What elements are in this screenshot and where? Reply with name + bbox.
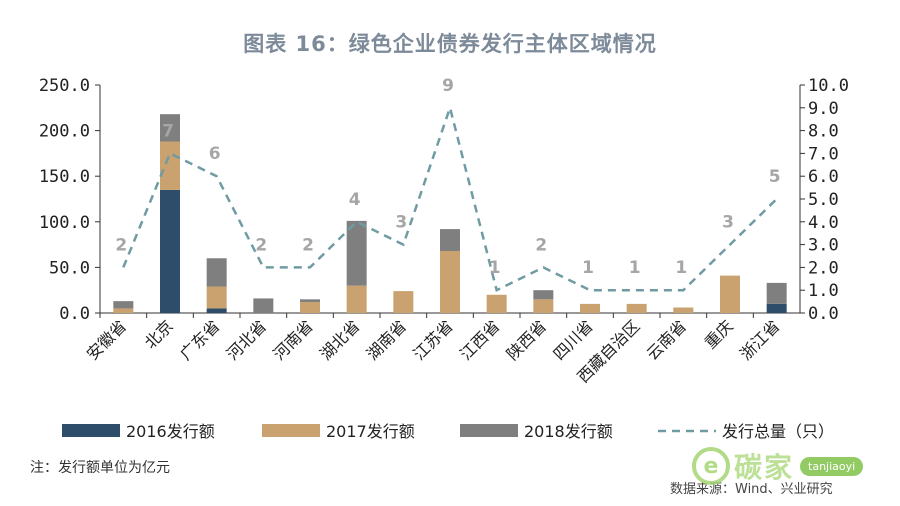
x-tick-label: 广东省 (176, 316, 223, 363)
y-left-tick-label: 250.0 (39, 76, 90, 96)
data-label: 1 (629, 258, 641, 278)
bar-segment (393, 291, 414, 313)
bar-segment (160, 141, 180, 190)
data-label: 1 (582, 258, 594, 278)
y-left-tick-label: 50.0 (49, 258, 90, 278)
x-tick-label: 江西省 (456, 316, 503, 363)
y-right-tick-label: 2.0 (808, 258, 839, 278)
data-label: 1 (489, 258, 501, 278)
data-label: 6 (209, 144, 221, 164)
data-label: 1 (675, 258, 687, 278)
x-tick-label: 河南省 (269, 316, 316, 363)
data-label: 9 (442, 76, 454, 96)
bar-segment (113, 308, 134, 313)
bar-segment (533, 290, 554, 300)
legend-swatch (460, 424, 518, 437)
watermark: e 碳家 tanjiaoyi (692, 446, 864, 486)
bar-segment (346, 220, 367, 286)
bar-segment (206, 286, 227, 309)
data-label: 5 (769, 167, 781, 187)
y-right-tick-label: 3.0 (808, 236, 839, 256)
chart-title: 图表 16：绿色企业债券发行主体区域情况 (243, 32, 657, 56)
x-tick-label: 浙江省 (736, 316, 783, 363)
bar-segment (673, 307, 694, 313)
data-label: 2 (255, 235, 267, 255)
y-right-tick-label: 7.0 (808, 144, 839, 164)
y-left-tick-label: 200.0 (39, 122, 90, 142)
watermark-logo-icon: e (692, 447, 730, 485)
data-label: 3 (395, 213, 407, 233)
legend-label: 2016发行额 (126, 422, 215, 441)
legend-label: 2018发行额 (524, 422, 613, 441)
y-right-tick-label: 4.0 (808, 213, 839, 233)
y-right-tick-label: 1.0 (808, 281, 839, 301)
x-tick-label: 北京 (141, 316, 177, 352)
data-label: 3 (722, 213, 734, 233)
x-tick-label: 江苏省 (409, 316, 456, 363)
data-label: 4 (349, 190, 361, 210)
legend-swatch (62, 424, 120, 437)
bar-segment (160, 114, 180, 142)
y-left-tick-label: 150.0 (39, 167, 90, 187)
y-right-tick-label: 6.0 (808, 167, 839, 187)
y-right-tick-label: 5.0 (808, 190, 839, 210)
legend-swatch (262, 424, 320, 437)
data-label: 2 (302, 235, 314, 255)
bar-segment (766, 303, 787, 313)
source-note: 数据来源：Wind、兴业研究 (670, 482, 833, 497)
watermark-brand: 碳家 (734, 451, 795, 484)
bar-segment (253, 298, 274, 313)
x-tick-label: 湖北省 (316, 316, 363, 363)
x-tick-label: 河北省 (223, 316, 270, 363)
bar-segment (346, 285, 367, 313)
bar-segment (440, 229, 460, 251)
bar-segment (206, 258, 227, 287)
bar-segment (766, 282, 787, 304)
bar-segment (206, 308, 227, 313)
legend-label: 2017发行额 (326, 422, 415, 441)
footnote: 注：发行额单位为亿元 (30, 460, 170, 476)
data-label: 2 (535, 235, 547, 255)
x-tick-label: 云南省 (643, 316, 690, 363)
y-right-tick-label: 0.0 (808, 304, 839, 324)
watermark-url: tanjiaoyi (800, 456, 864, 476)
y-right-tick-label: 9.0 (808, 99, 839, 119)
bar-segment (160, 189, 180, 313)
total-count-line (122, 103, 778, 292)
bar-segment (626, 303, 647, 313)
x-tick-label: 湖南省 (363, 316, 410, 363)
bar-segment (300, 299, 320, 303)
bar-segment (300, 302, 320, 313)
data-label: 2 (115, 235, 127, 255)
bar-segment (580, 303, 600, 313)
bar-segment (486, 294, 507, 313)
y-left-tick-label: 100.0 (39, 213, 90, 233)
x-tick-label: 重庆 (701, 316, 737, 352)
bar-segment (720, 275, 740, 313)
bar-segment (533, 299, 554, 313)
y-left-tick-label: 0.0 (59, 304, 90, 324)
x-tick-label: 陕西省 (503, 316, 550, 363)
y-right-tick-label: 8.0 (808, 122, 839, 142)
bar-segment (440, 250, 460, 313)
bar-segment (113, 301, 134, 309)
data-label: 7 (162, 121, 174, 141)
y-right-tick-label: 10.0 (808, 76, 849, 96)
legend-label: 发行总量（只） (722, 422, 834, 441)
